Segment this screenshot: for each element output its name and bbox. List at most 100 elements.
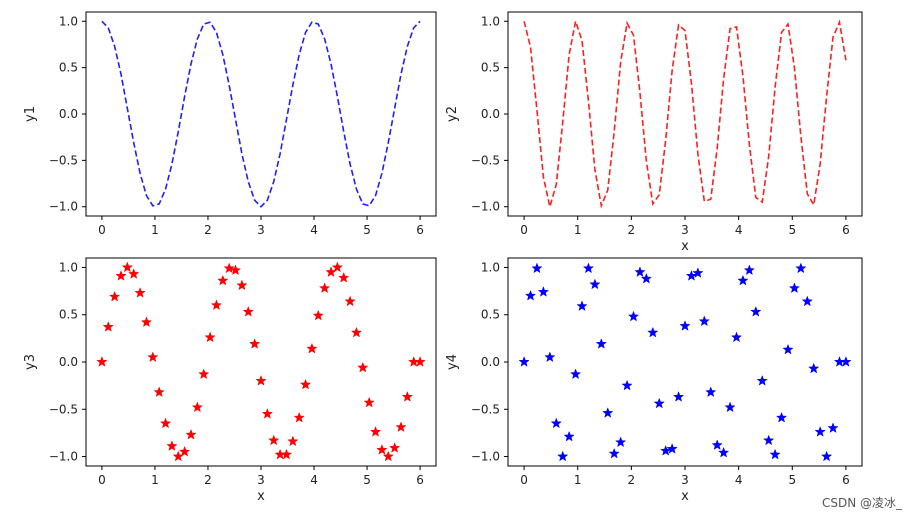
y-tick-label: −1.0 [49, 200, 78, 214]
data-point-star [615, 436, 627, 448]
data-point-star [801, 295, 813, 307]
data-point-star [261, 408, 273, 419]
data-point-star [647, 326, 659, 338]
data-point-star [331, 261, 343, 273]
data-point-star [563, 430, 575, 442]
x-tick-label: 1 [574, 473, 582, 487]
y-axis-label: y1 [23, 106, 38, 122]
data-point-star [518, 356, 530, 367]
x-tick-label: 0 [520, 223, 528, 237]
data-point-star [159, 417, 172, 429]
x-tick-label: 2 [628, 223, 636, 237]
data-point-star [621, 379, 633, 391]
data-point-star [153, 386, 165, 398]
data-point-star [756, 374, 768, 386]
series-line [101, 20, 421, 208]
plot-area [507, 257, 863, 467]
x-axis-label: x [681, 489, 689, 504]
x-tick-label: 4 [735, 473, 743, 487]
data-point-star [698, 315, 710, 327]
data-point-star [576, 300, 588, 312]
data-point-star [666, 443, 678, 454]
x-tick-label: 4 [310, 223, 318, 237]
data-point-star [255, 374, 267, 386]
data-point-star [827, 422, 839, 433]
x-tick-label: 6 [416, 223, 424, 237]
data-point-star [589, 278, 601, 290]
watermark-text: CSDN @凌冰_ [821, 496, 902, 510]
x-tick-label: 2 [628, 473, 636, 487]
y-tick-label: −1.0 [49, 450, 78, 464]
plot-area [507, 11, 863, 217]
data-point-star [795, 262, 807, 274]
series-line [523, 18, 847, 209]
plot-area [85, 257, 437, 467]
data-point-star [531, 262, 543, 274]
x-tick-label: 0 [98, 223, 106, 237]
x-tick-label: 2 [204, 473, 212, 487]
data-point-star [769, 448, 781, 460]
data-point-star [204, 331, 216, 343]
y-tick-label: 0.0 [59, 107, 78, 121]
data-point-star [634, 266, 646, 277]
chart-panel-1: 0 1 2 3 4 5 6 1.0 0.5 0.0 −0.5 −1.0 y1 [23, 11, 437, 237]
data-point-star [724, 401, 736, 413]
data-point-star [808, 362, 820, 374]
data-point-star [775, 411, 788, 423]
data-point-star [280, 448, 293, 460]
data-point-star [306, 342, 318, 354]
x-tick-label: 1 [151, 473, 159, 487]
data-point-star [229, 264, 242, 276]
x-tick-label: 3 [681, 473, 689, 487]
data-point-star [312, 309, 324, 321]
y-tick-label: 1.0 [481, 260, 500, 274]
data-point-star [711, 439, 723, 450]
x-tick-label: 0 [98, 473, 106, 487]
x-tick-label: 6 [842, 223, 850, 237]
x-tick-label: 3 [257, 223, 265, 237]
y-tick-label: 0.0 [481, 107, 500, 121]
x-tick-label: 0 [520, 473, 528, 487]
data-point-star [293, 411, 305, 423]
x-tick-label: 1 [574, 223, 582, 237]
x-tick-label: 5 [788, 223, 796, 237]
data-point-star [737, 274, 749, 286]
data-point-star [788, 282, 801, 294]
y-tick-label: −0.5 [471, 402, 500, 416]
data-point-star [369, 426, 382, 437]
data-point-star [96, 356, 108, 367]
data-point-star [179, 445, 191, 457]
y-tick-label: 0.5 [59, 308, 78, 322]
data-point-star [382, 450, 394, 462]
data-point-star [640, 272, 653, 284]
data-point-star [109, 290, 121, 302]
x-axis-label: x [257, 489, 265, 504]
data-point-star [350, 326, 363, 338]
x-tick-label: 5 [363, 473, 371, 487]
data-point-star [672, 391, 685, 402]
x-tick-label: 1 [151, 223, 159, 237]
x-tick-label: 3 [257, 473, 265, 487]
data-point-star [524, 289, 537, 301]
data-point-star [705, 386, 717, 398]
x-tick-label: 3 [681, 223, 689, 237]
y-tick-label: −0.5 [49, 153, 78, 167]
data-point-star [582, 262, 595, 274]
data-point-star [782, 343, 794, 355]
data-point-star [217, 274, 229, 286]
data-point-star [242, 305, 254, 317]
y-tick-label: −0.5 [49, 402, 78, 416]
y-tick-label: 0.5 [481, 61, 500, 75]
data-point-star [569, 368, 582, 380]
data-point-star [763, 434, 775, 446]
y-tick-label: 1.0 [59, 260, 78, 274]
data-point-star [537, 286, 550, 297]
y-tick-label: 0.5 [59, 61, 78, 75]
data-point-star [653, 397, 665, 409]
x-tick-label: 2 [204, 223, 212, 237]
data-point-star [147, 351, 159, 363]
y-tick-label: 1.0 [481, 14, 500, 28]
data-point-star [223, 262, 235, 274]
plot-area [85, 11, 437, 217]
